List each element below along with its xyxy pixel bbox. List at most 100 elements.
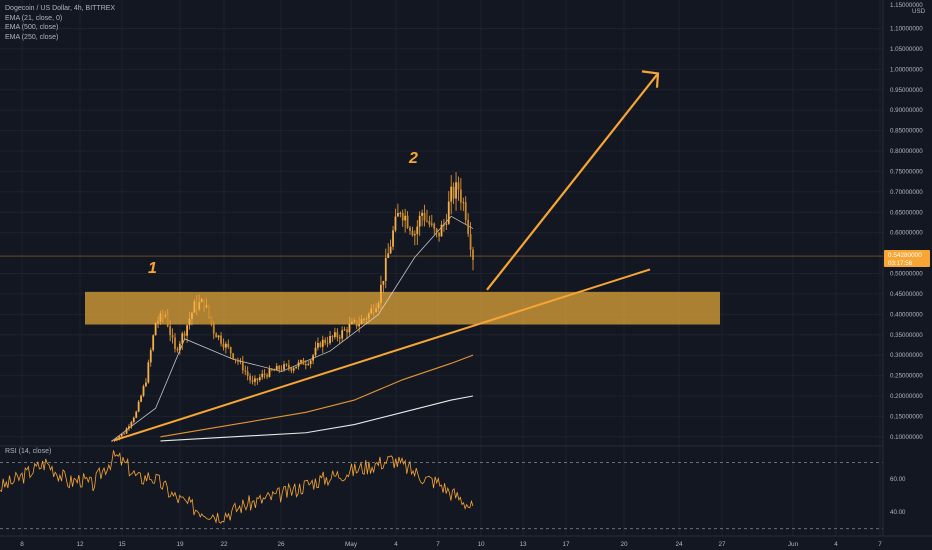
ema-line-2 [160,354,474,438]
time-axis-label: 12 [76,541,84,548]
candle [304,360,307,370]
rsi-legend[interactable]: RSI (14, close) [5,448,52,455]
candle [191,311,193,326]
candle [447,191,450,225]
indicator-ema-500[interactable]: EMA (500, close) [5,24,59,32]
candle-body [358,324,361,327]
candle-body [166,314,169,327]
candle [166,308,169,328]
price-axis-label: 0.70000000 [890,189,923,196]
candle [120,433,123,438]
time-axis-label: 20 [620,541,628,548]
candle-body [278,365,281,370]
candle-body [200,299,203,303]
indicator-ema-21[interactable]: EMA (21, close, 0) [5,14,63,22]
candle-body [164,314,167,317]
candle-body [467,219,470,235]
candle-body [263,373,266,375]
candle-body [304,364,307,366]
candle-body [271,368,273,371]
support-zone[interactable] [85,291,720,325]
candle [275,363,278,371]
candle-body [169,326,172,336]
candle [329,331,331,345]
price-axis-label: 0.75000000 [890,168,923,175]
price-axis-label: 0.15000000 [890,413,923,420]
candle [423,204,426,227]
candle-body [268,368,271,377]
candle-body [401,212,404,221]
price-axis-label: 0.45000000 [890,291,923,298]
candle [416,220,419,246]
candle-body [208,305,210,317]
symbol-title[interactable]: Dogecoin / US Dollar, 4h, BITTREX [5,5,116,12]
candle [263,369,266,379]
candle-body [309,360,312,365]
candle [285,363,288,367]
candle-body [193,301,196,313]
candle-body [244,370,247,372]
candle-body [186,325,189,336]
candle [239,358,242,365]
rsi-pane [0,445,883,530]
candle [346,326,348,340]
candle [241,355,244,374]
candle-body [229,347,232,354]
candle [396,203,399,217]
candle [161,309,164,324]
candle-body [380,284,382,304]
candle-body [222,343,225,348]
candle-body [174,337,176,349]
candle-body [120,433,123,437]
candle-body [360,319,363,325]
candle-body [123,433,126,435]
candle [382,280,385,293]
candle [445,213,448,230]
candle-body [350,321,353,324]
wave-2-label: 2 [408,150,418,167]
candle [152,334,155,352]
candle [249,373,252,384]
candle-body [113,439,116,441]
price-axis-label: 0.60000000 [890,230,923,237]
price-axis-label: 0.95000000 [890,87,923,94]
candle [217,334,220,341]
candle-body [399,212,402,214]
price-axis-label: 0.85000000 [890,128,923,135]
candle-body [418,215,421,227]
candle-body [317,342,319,348]
candle-body [157,321,159,324]
candle [467,213,470,237]
candle-body [338,337,341,339]
indicator-ema-250[interactable]: EMA (250, close) [5,33,59,41]
candle-body [203,299,205,308]
candle [215,332,218,338]
candle-body [181,333,184,344]
price-axis-top-label: 1.15000000 [890,2,923,9]
candle-body [292,368,295,371]
candle-body [363,318,365,320]
candle [246,366,249,381]
candle [401,209,404,227]
time-axis-label: Jun [788,541,799,548]
candle-body [421,212,424,216]
candle-body [147,362,150,383]
candle-body [457,182,460,190]
price-axis-label: 0.10000000 [890,434,923,441]
candle-body [246,371,249,376]
candle [360,314,363,325]
candle-body [254,378,256,382]
candle [181,331,184,351]
candle [355,319,358,329]
candle-body [331,336,334,337]
candle-countdown: 03:17:56 [888,260,913,267]
candle [195,295,198,316]
candle-body [132,417,135,423]
candle-body [382,280,385,285]
candle [224,341,227,354]
candle [210,315,213,327]
candle [462,197,465,212]
candle [348,316,351,336]
price-axis-unit: USD [912,8,926,15]
